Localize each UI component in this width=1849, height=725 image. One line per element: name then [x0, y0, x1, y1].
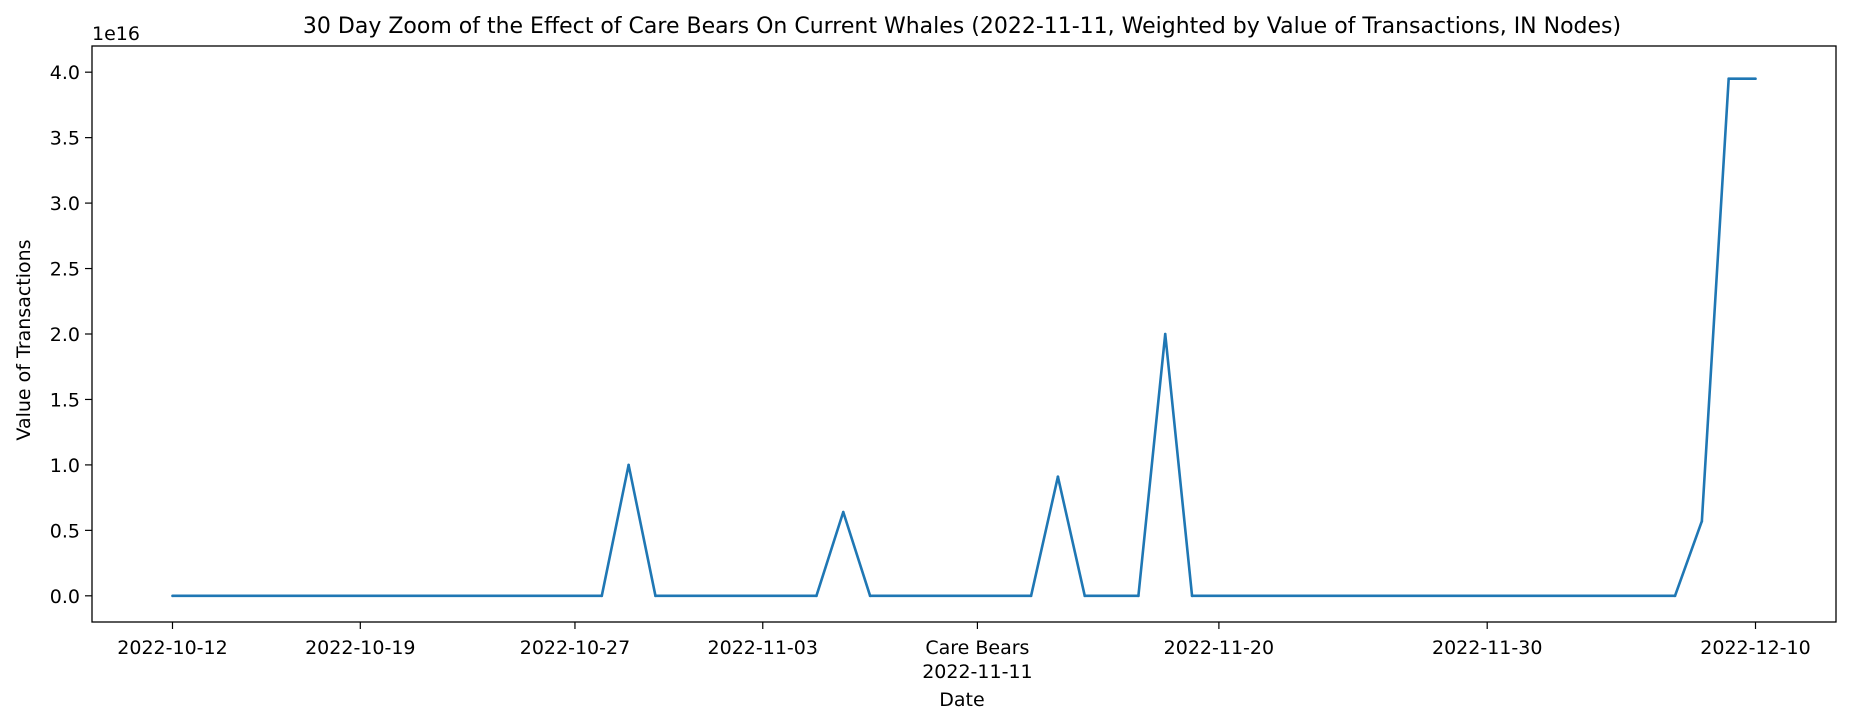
y-axis-multiplier: 1e16 [92, 23, 140, 45]
y-tick-label: 2.0 [50, 324, 80, 346]
data-point [1673, 594, 1677, 598]
data-point [1056, 475, 1060, 478]
data-point [815, 594, 818, 598]
x-axis-ticks: 2022-10-12 2022-10-19 2022-10-27 2022-11-03… [117, 622, 1811, 683]
x-axis-label: Date [939, 689, 984, 711]
x-tick-label: 2022-11-03 [708, 637, 818, 659]
data-point [1700, 519, 1704, 523]
data-point [1083, 594, 1087, 598]
x-tick-label: 2022-11-20 [1164, 637, 1274, 659]
x-tick-label: 2022-10-19 [305, 637, 415, 659]
data-point [1190, 594, 1194, 598]
data-point [1163, 332, 1167, 336]
y-tick-label: 1.0 [50, 455, 80, 477]
x-tick-label: Care Bears [925, 637, 1029, 659]
data-point [841, 510, 845, 514]
data-point [1727, 77, 1730, 81]
x-tick-sublabel: 2022-11-11 [922, 661, 1032, 683]
data-point [1137, 594, 1140, 598]
y-axis-ticks: 0.0 0.5 1.0 1.5 2.0 2.5 3.0 3.5 4.0 [50, 62, 92, 608]
y-tick-label: 3.0 [50, 193, 80, 215]
x-tick-label: 2022-12-10 [1700, 637, 1810, 659]
data-point [868, 594, 872, 598]
y-tick-label: 0.0 [50, 586, 80, 608]
x-tick-label: 2022-10-12 [117, 637, 227, 659]
y-tick-label: 0.5 [50, 520, 80, 542]
chart-title: 30 Day Zoom of the Effect of Care Bears … [303, 14, 1621, 39]
data-point [627, 463, 630, 467]
data-point [1754, 77, 1757, 81]
x-tick-label: 2022-11-30 [1432, 637, 1542, 659]
y-tick-label: 1.5 [50, 389, 80, 411]
y-tick-label: 4.0 [50, 62, 80, 84]
x-tick-label: 2022-10-27 [520, 637, 630, 659]
y-tick-label: 2.5 [50, 259, 80, 281]
y-tick-label: 3.5 [50, 128, 80, 150]
data-point [171, 594, 174, 598]
data-point [1029, 594, 1033, 598]
y-axis-label: Value of Transactions [13, 239, 35, 440]
data-point [600, 594, 604, 598]
data-point [654, 594, 657, 598]
series-line [172, 77, 1756, 598]
plot-frame [91, 45, 1837, 623]
series-layer [171, 77, 1757, 598]
